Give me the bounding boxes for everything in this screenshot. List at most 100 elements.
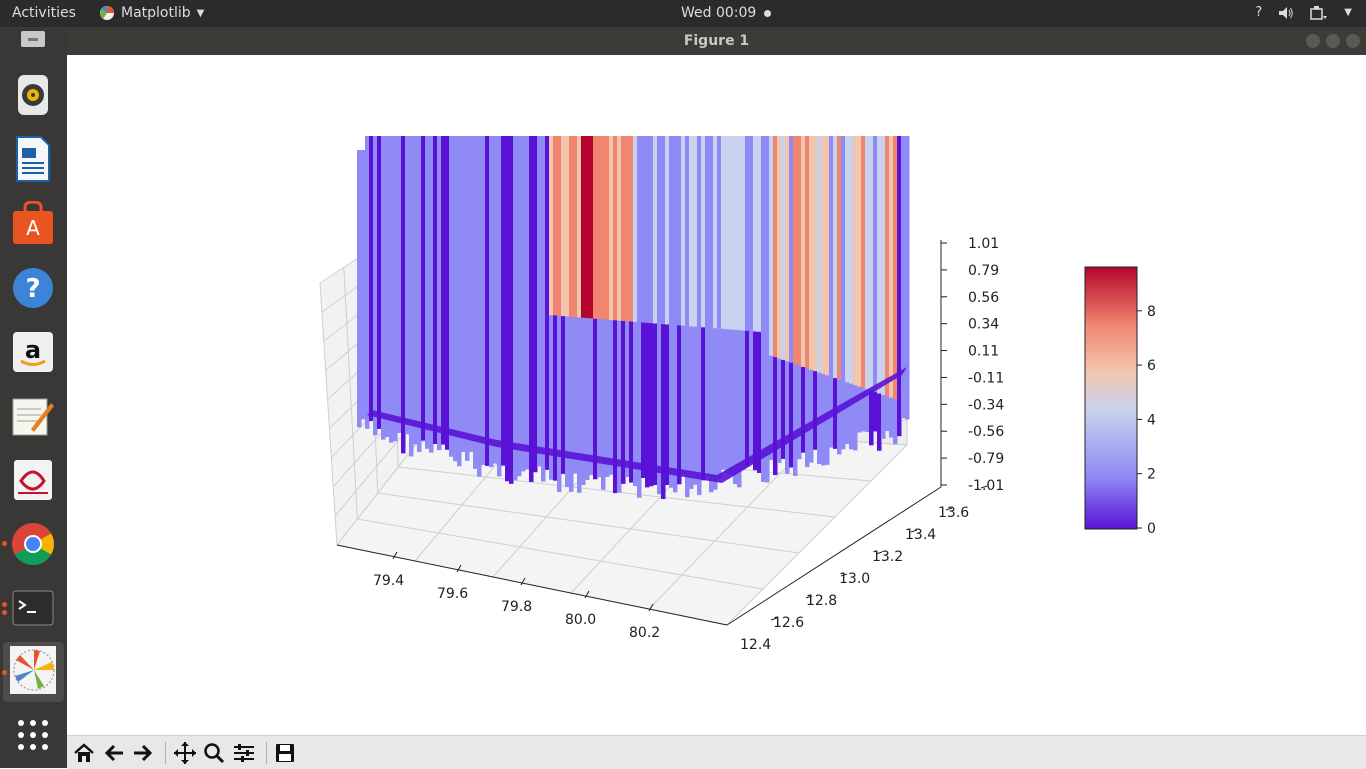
matplotlib-icon [10, 646, 56, 694]
surface-strip-lower [781, 359, 786, 459]
surface-plot-3d[interactable]: 1.01 0.79 0.56 0.34 0.11 -0.11 -0.34 -0.56 -0.79… [67, 55, 1366, 735]
surface-strip [777, 136, 782, 463]
maximize-button[interactable] [1326, 34, 1340, 48]
surface-strip [833, 136, 838, 449]
surface-strip [509, 136, 514, 484]
surface-strip [461, 136, 466, 452]
surface-strip [797, 136, 802, 460]
surface-strip [669, 136, 674, 488]
surface-strip [361, 150, 366, 420]
surface-strip-lower [661, 324, 666, 499]
dock-pdf-viewer[interactable] [10, 457, 56, 503]
surface-strip-lower [861, 387, 866, 432]
surface-strip [741, 136, 746, 470]
zoom-button[interactable] [200, 739, 228, 767]
x-tick-mark [584, 590, 590, 599]
y-tick-label: 12.6 [773, 615, 804, 631]
y-tick-label: 12.8 [806, 593, 837, 609]
surface-strip [737, 136, 742, 488]
surface-strip [633, 136, 638, 486]
surface-strip-lower [677, 325, 682, 485]
surface-strip-lower [613, 320, 618, 494]
dock-text-editor[interactable] [10, 393, 56, 439]
x-tick-mark [456, 564, 462, 573]
dock-matplotlib[interactable] [10, 646, 56, 694]
window-titlebar[interactable]: Figure 1 [67, 27, 1366, 55]
dock-writer[interactable] [10, 136, 56, 182]
x-tick-label: 80.0 [565, 612, 596, 628]
surface-strip [497, 136, 502, 477]
minimize-button[interactable] [1306, 34, 1320, 48]
surface-strip [553, 136, 558, 481]
surface-strip [525, 136, 530, 470]
forward-button[interactable] [129, 739, 157, 767]
dock-trash[interactable] [10, 27, 56, 53]
running-indicator [2, 541, 7, 546]
surface-strip [773, 136, 778, 476]
dock-app-grid[interactable] [10, 712, 56, 758]
surface-strip [577, 136, 582, 493]
shopping-bag-icon: A [13, 201, 53, 244]
dock-chrome[interactable] [10, 521, 56, 567]
surface-strip [705, 136, 710, 476]
surface-strip [689, 136, 694, 489]
surface-strip-lower [721, 328, 726, 470]
configure-button[interactable] [230, 739, 258, 767]
system-tray[interactable]: ? ▼ [1255, 5, 1352, 20]
surface-strip [501, 136, 506, 466]
surface-strip [589, 136, 594, 475]
surface-strip [473, 136, 478, 469]
x-tick-label: 79.4 [373, 573, 404, 589]
surface-strip [721, 136, 726, 470]
activities-button[interactable]: Activities [12, 5, 76, 21]
figure-canvas[interactable]: 1.01 0.79 0.56 0.34 0.11 -0.11 -0.34 -0.56 -0.79… [67, 55, 1366, 735]
surface-strip [529, 136, 534, 482]
surface-strip-lower [881, 394, 886, 439]
dock-software-center[interactable]: A [10, 200, 56, 246]
surface-strip [637, 136, 642, 498]
surface-strip [393, 136, 398, 442]
dock-amazon[interactable]: a [10, 329, 56, 375]
back-button[interactable] [100, 739, 128, 767]
surface-strip-lower [785, 361, 790, 474]
surface-strip [477, 136, 482, 477]
surface-strip [565, 136, 570, 488]
help-icon[interactable]: ? [1255, 5, 1263, 20]
surface-strip [425, 136, 430, 449]
surface-strip [793, 136, 798, 476]
dock-speaker[interactable] [10, 72, 56, 118]
surface-strip [549, 136, 554, 480]
surface-strip [569, 136, 574, 492]
surface-strip-lower [701, 327, 706, 481]
running-indicator [2, 670, 7, 675]
dock-help[interactable]: ? [10, 265, 56, 311]
dock-terminal[interactable] [10, 585, 56, 631]
app-grid-icon [18, 720, 48, 750]
colorbar-tick-label: 8 [1147, 304, 1156, 320]
surface-strip [905, 136, 910, 420]
surface-strip [581, 136, 586, 485]
z-tick-label: -0.56 [968, 424, 1004, 440]
surface-strip [677, 136, 682, 485]
surface-strip [413, 136, 418, 445]
z-tick-label: 0.34 [968, 317, 999, 333]
clock[interactable]: Wed 00:09 [681, 5, 771, 21]
home-button[interactable] [70, 739, 98, 767]
surface-strip [357, 150, 362, 428]
battery-icon[interactable] [1310, 5, 1328, 20]
surface-strip-lower [865, 389, 870, 433]
surface-strip [829, 136, 834, 448]
surface-strip-lower [577, 317, 582, 493]
z-tick-label: -0.34 [968, 397, 1004, 413]
z-tick-label: -0.11 [968, 370, 1004, 386]
volume-icon[interactable] [1278, 6, 1294, 20]
pan-button[interactable] [171, 739, 199, 767]
configure-icon [234, 744, 254, 762]
save-button[interactable] [271, 739, 299, 767]
surface-strip-lower [553, 315, 558, 481]
system-menu-chevron-icon[interactable]: ▼ [1344, 7, 1352, 18]
app-menu[interactable]: Matplotlib ▼ [99, 5, 204, 21]
close-button[interactable] [1346, 34, 1360, 48]
surface-strip [517, 136, 522, 477]
surface-strip [673, 136, 678, 493]
